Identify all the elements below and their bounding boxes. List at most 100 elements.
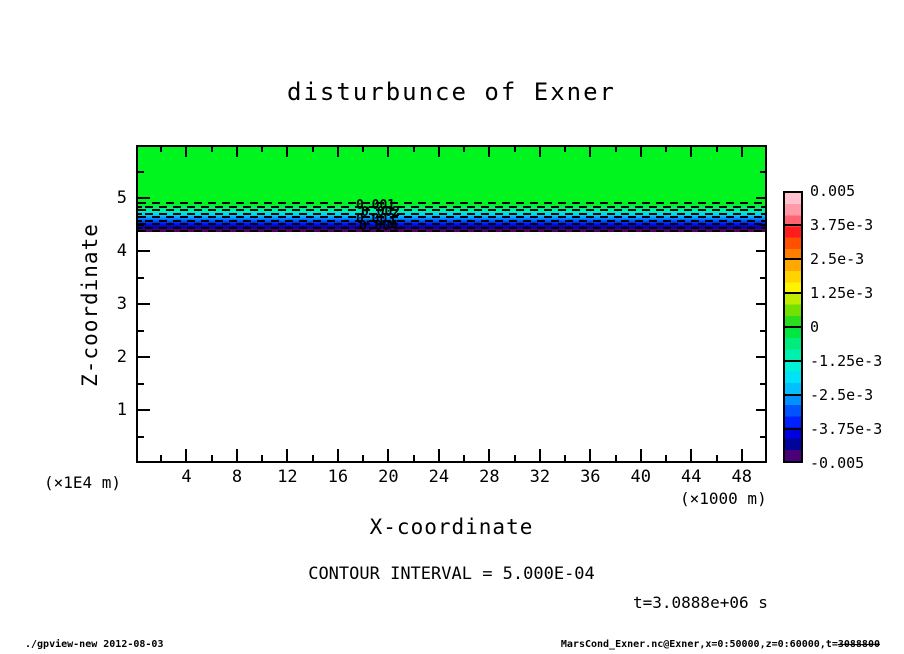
x-tick xyxy=(690,449,693,461)
contour-dash-line xyxy=(138,216,765,218)
y-tick xyxy=(138,303,150,305)
x-tick xyxy=(538,147,541,157)
x-tick xyxy=(690,147,693,157)
x-tick-label: 4 xyxy=(181,467,192,487)
contour-dash-line xyxy=(138,226,765,229)
contour-interval-annotation: CONTOUR INTERVAL = 5.000E-04 xyxy=(308,564,595,584)
colorbar-separator xyxy=(785,224,801,226)
contour-dash-line xyxy=(138,223,765,225)
x-tick xyxy=(639,449,642,461)
contour-value-label: 0.002 xyxy=(361,205,401,220)
x-tick xyxy=(564,455,567,461)
x-tick-label: 16 xyxy=(327,467,349,487)
y-tick xyxy=(760,329,765,332)
x-tick xyxy=(513,455,516,461)
y-tick xyxy=(756,197,765,199)
x-tick xyxy=(210,455,213,461)
y-tick xyxy=(138,329,144,332)
y-tick xyxy=(138,356,150,358)
x-tick xyxy=(311,147,314,152)
y-tick xyxy=(760,223,765,226)
colorbar-tick-label: 3.75e-3 xyxy=(810,216,874,234)
y-tick-label: 2 xyxy=(116,347,127,367)
y-tick xyxy=(138,250,150,252)
y-tick xyxy=(138,435,144,438)
x-tick xyxy=(210,147,213,152)
footer-command-line: ./gpview-new 2012-08-03 xyxy=(25,639,163,650)
colorbar-tick-label: -0.005 xyxy=(810,454,865,472)
colorbar-separator xyxy=(785,258,801,260)
plot-area: 0.001 0.002 0.003 0.004 xyxy=(136,145,767,463)
y-tick xyxy=(760,170,765,173)
x-tick xyxy=(614,455,617,461)
x-tick xyxy=(286,449,289,461)
y-tick xyxy=(760,276,765,279)
x-axis-label: X-coordinate xyxy=(369,515,534,539)
x-tick xyxy=(715,147,718,152)
y-tick-label: 3 xyxy=(116,294,127,314)
x-tick xyxy=(589,449,592,461)
y-tick xyxy=(138,409,150,411)
x-tick xyxy=(740,449,743,461)
x-tick-label: 44 xyxy=(681,467,702,487)
y-tick xyxy=(756,250,765,252)
x-tick xyxy=(235,449,238,461)
x-tick xyxy=(387,147,390,157)
time-annotation: t=3.0888e+06 s xyxy=(633,593,768,612)
x-tick xyxy=(564,147,567,152)
colorbar xyxy=(783,191,803,463)
footer-file-info: MarsCond_Exner.nc@Exner,x=0:50000,z=0:60… xyxy=(561,639,880,650)
x-tick-label: 12 xyxy=(277,467,298,487)
y-tick xyxy=(760,435,765,438)
y-tick xyxy=(138,276,144,279)
x-tick xyxy=(740,147,743,157)
x-tick-label: 40 xyxy=(630,467,652,487)
contour-value-label: 0.003 xyxy=(356,212,396,227)
contour-dash-line xyxy=(138,209,765,211)
y-tick xyxy=(760,382,765,385)
x-tick xyxy=(185,147,188,157)
y-axis-unit: (×1E4 m) xyxy=(44,473,122,492)
colorbar-separator xyxy=(785,292,801,294)
x-tick xyxy=(639,147,642,157)
colorbar-tick-label: 2.5e-3 xyxy=(810,250,865,268)
y-tick xyxy=(756,409,765,411)
x-tick xyxy=(362,147,365,152)
x-tick xyxy=(665,455,668,461)
colorbar-separator xyxy=(785,428,801,430)
contour-dash-line xyxy=(138,205,765,208)
colorbar-tick-label: 1.25e-3 xyxy=(810,284,874,302)
contour-value-label: 0.004 xyxy=(359,219,399,234)
x-tick xyxy=(336,449,339,461)
footer-time-text: 3088800 xyxy=(837,639,880,650)
x-tick-label: 28 xyxy=(479,467,500,487)
page-title: disturbunce of Exner xyxy=(287,78,616,106)
x-tick xyxy=(160,147,163,152)
x-tick xyxy=(538,449,541,461)
x-tick xyxy=(437,147,440,157)
zero-value-fill-region xyxy=(138,147,765,205)
x-tick xyxy=(412,455,415,461)
x-tick xyxy=(614,147,617,152)
colorbar-separator xyxy=(785,394,801,396)
x-tick xyxy=(715,455,718,461)
contour-value-label: 0.001 xyxy=(356,198,396,213)
x-tick xyxy=(589,147,592,157)
x-tick xyxy=(311,455,314,461)
y-tick xyxy=(756,356,765,358)
x-tick xyxy=(261,455,264,461)
x-tick xyxy=(362,455,365,461)
x-tick xyxy=(665,147,668,152)
x-tick-label: 36 xyxy=(580,467,601,487)
y-tick-label: 1 xyxy=(116,400,127,420)
x-tick-label: 24 xyxy=(428,467,450,487)
contour-dash-line xyxy=(138,202,765,204)
x-tick xyxy=(235,147,238,157)
footer-file-text: MarsCond_Exner.nc@Exner,x=0:50000,z=0:60… xyxy=(560,639,838,650)
colorbar-tick-label: -1.25e-3 xyxy=(810,352,883,370)
x-tick xyxy=(488,449,491,461)
y-tick-label: 5 xyxy=(116,188,127,208)
x-tick-label: 20 xyxy=(378,467,399,487)
x-tick xyxy=(412,147,415,152)
